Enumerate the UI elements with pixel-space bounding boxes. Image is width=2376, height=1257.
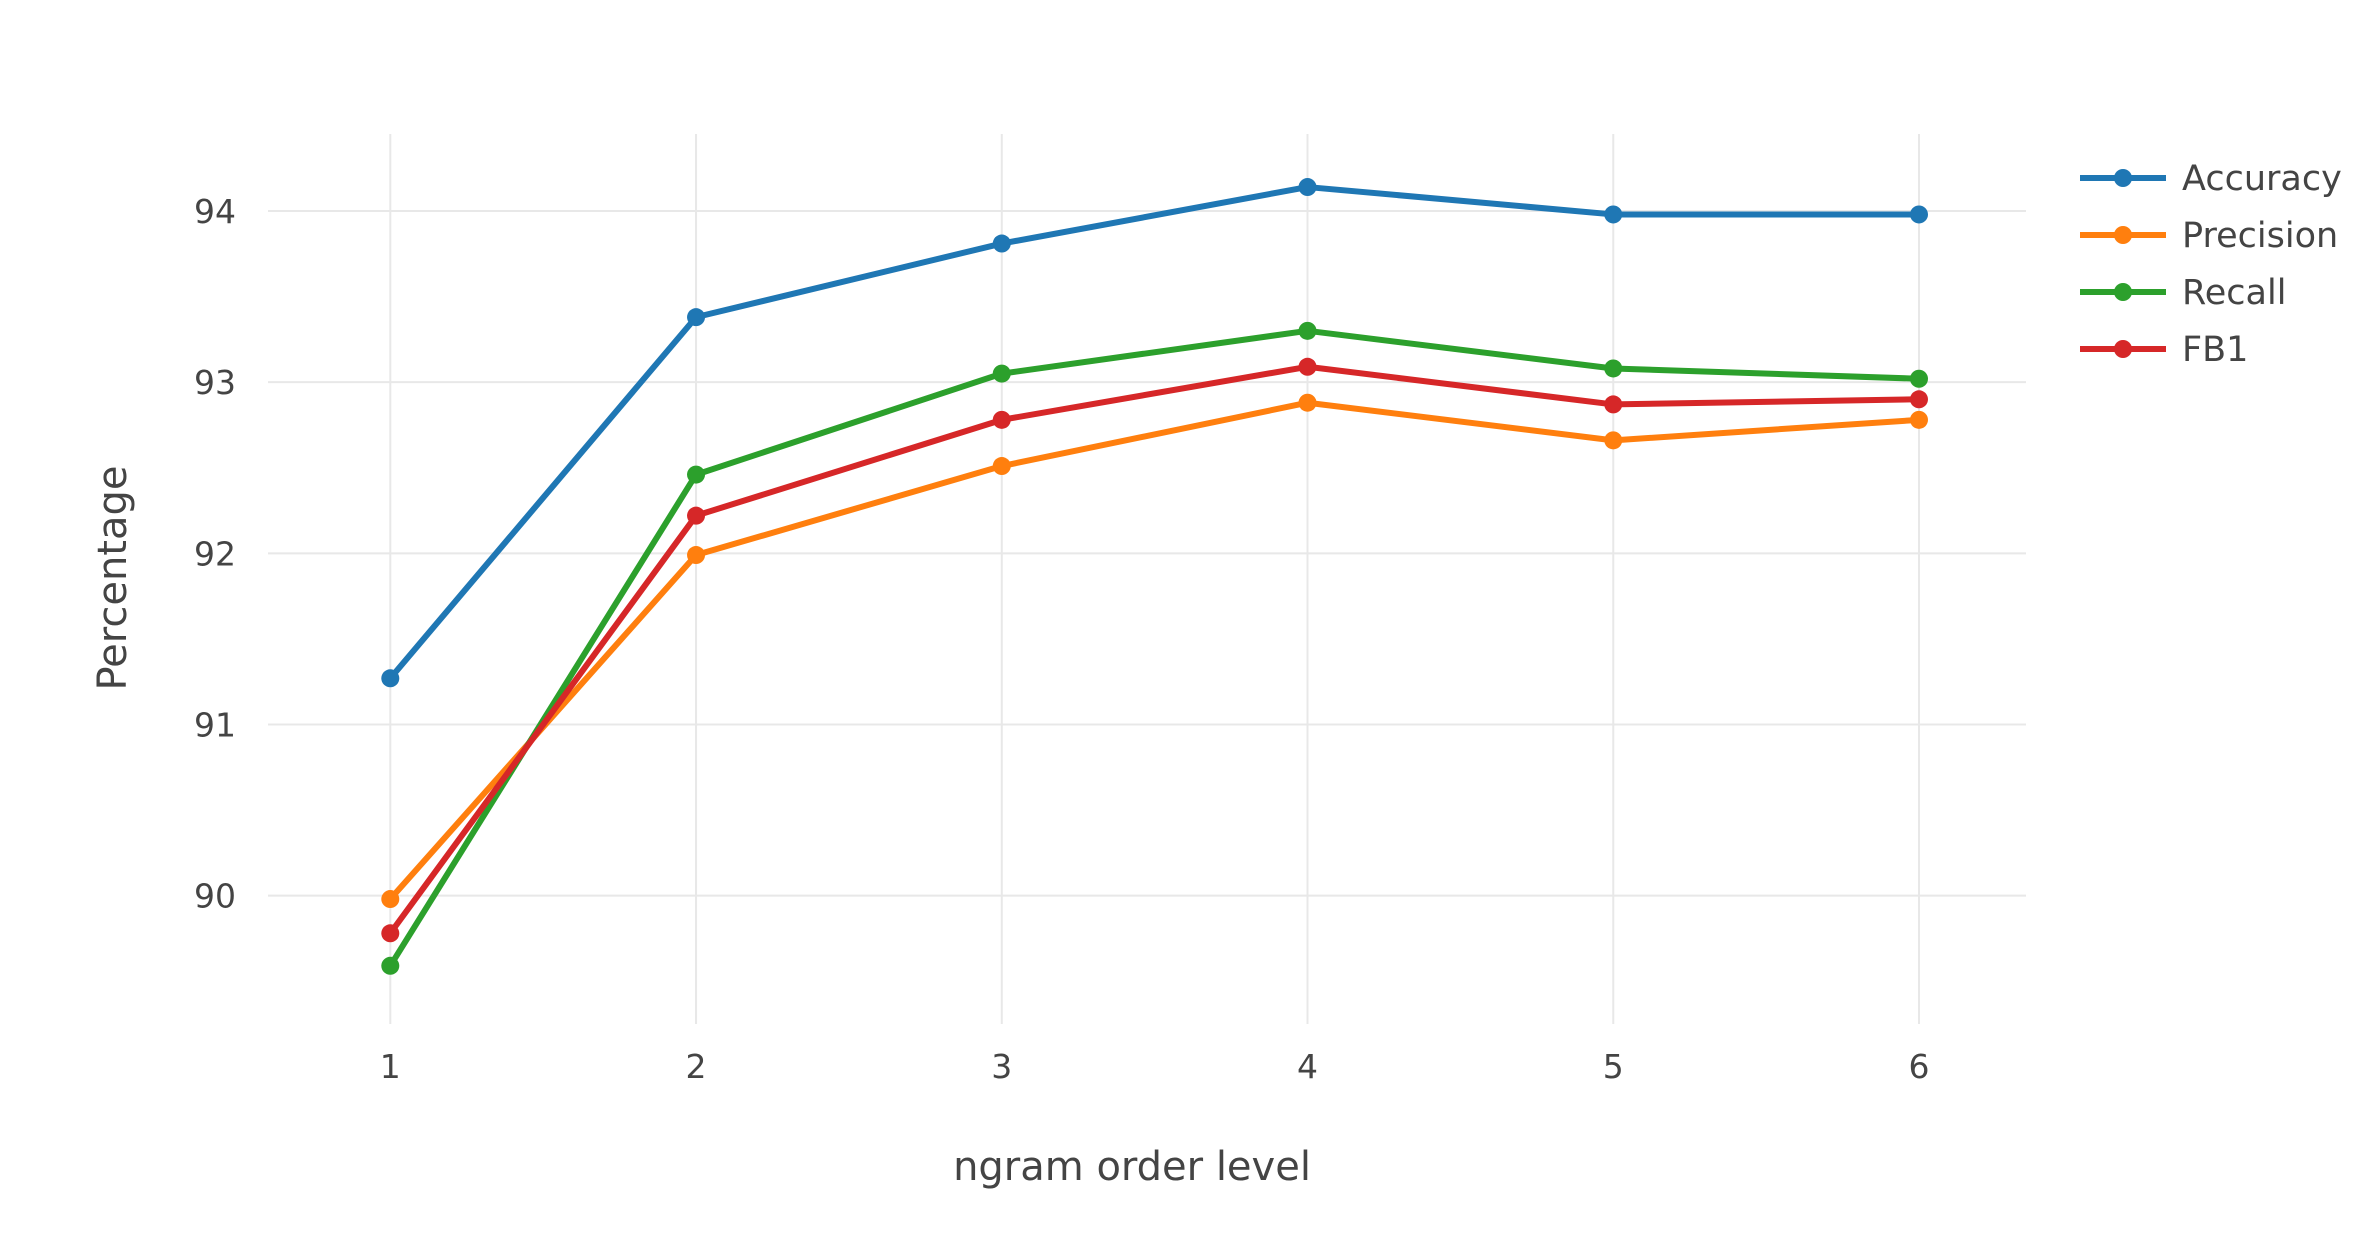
data-point-recall: [1604, 359, 1623, 378]
series-line-accuracy: [388, 184, 1919, 681]
legend-item-accuracy[interactable]: Accuracy: [2080, 159, 2342, 199]
legend-item-recall[interactable]: Recall: [2080, 273, 2286, 313]
legend-marker-recall: [2114, 283, 2132, 301]
legend-marker-precision: [2114, 226, 2132, 244]
legend-label-recall: Recall: [2182, 273, 2286, 313]
y-tick-label: 93: [194, 363, 236, 402]
legend-item-precision[interactable]: Precision: [2080, 216, 2338, 256]
series-line-recall: [387, 327, 1920, 968]
data-point-precision: [992, 457, 1011, 476]
data-point-precision: [687, 546, 706, 565]
data-point-accuracy: [381, 669, 400, 688]
series-line-fb1: [387, 363, 1920, 936]
x-tick-label: 3: [991, 1047, 1012, 1086]
data-point-accuracy: [992, 234, 1011, 253]
data-point-fb1: [1604, 395, 1623, 414]
data-point-precision: [1909, 410, 1928, 429]
series-accuracy: [381, 178, 1928, 688]
x-tick-labels: 1 2 3 4 5 6: [380, 1047, 1930, 1086]
x-tick-label: 5: [1603, 1047, 1624, 1086]
x-tick-label: 1: [380, 1047, 401, 1086]
data-point-recall: [992, 364, 1011, 383]
series-recall: [381, 321, 1928, 975]
data-point-recall: [381, 956, 400, 975]
data-point-precision: [1604, 431, 1623, 450]
data-point-recall: [1298, 321, 1317, 340]
series-line-precision: [388, 399, 1920, 902]
data-point-accuracy: [1298, 178, 1317, 197]
series-layer: [381, 178, 1928, 975]
data-point-precision: [1298, 393, 1317, 412]
x-tick-label: 2: [686, 1047, 707, 1086]
legend-marker-fb1: [2114, 340, 2132, 358]
data-point-recall: [687, 465, 706, 484]
data-point-fb1: [687, 506, 706, 525]
data-point-accuracy: [1909, 205, 1928, 224]
data-point-accuracy: [1604, 205, 1623, 224]
x-gridlines: [389, 134, 1920, 1024]
x-tick-label: 6: [1908, 1047, 1929, 1086]
x-axis-title: ngram order level: [953, 1144, 1311, 1190]
y-tick-label: 91: [194, 705, 236, 744]
legend-marker-accuracy: [2114, 169, 2132, 187]
legend-label-precision: Precision: [2182, 216, 2338, 256]
data-point-fb1: [992, 410, 1011, 429]
x-tick-label: 4: [1297, 1047, 1318, 1086]
data-point-recall: [1909, 369, 1928, 388]
data-point-fb1: [1298, 357, 1317, 376]
y-tick-label: 94: [194, 192, 236, 231]
y-tick-labels: 90 91 92 93 94: [194, 192, 236, 916]
legend: Accuracy Precision Recall FB1: [2080, 159, 2342, 370]
legend-label-accuracy: Accuracy: [2182, 159, 2342, 199]
data-point-precision: [381, 890, 400, 909]
data-point-fb1: [1909, 390, 1928, 409]
y-axis-title: Percentage: [90, 465, 136, 690]
series-fb1: [381, 357, 1928, 943]
y-tick-label: 92: [194, 534, 236, 573]
data-point-fb1: [381, 924, 400, 943]
series-precision: [381, 393, 1928, 909]
y-tick-label: 90: [194, 877, 236, 916]
legend-label-fb1: FB1: [2182, 330, 2248, 370]
y-gridlines: [268, 210, 2026, 897]
data-point-accuracy: [687, 308, 706, 327]
legend-item-fb1[interactable]: FB1: [2080, 330, 2248, 370]
